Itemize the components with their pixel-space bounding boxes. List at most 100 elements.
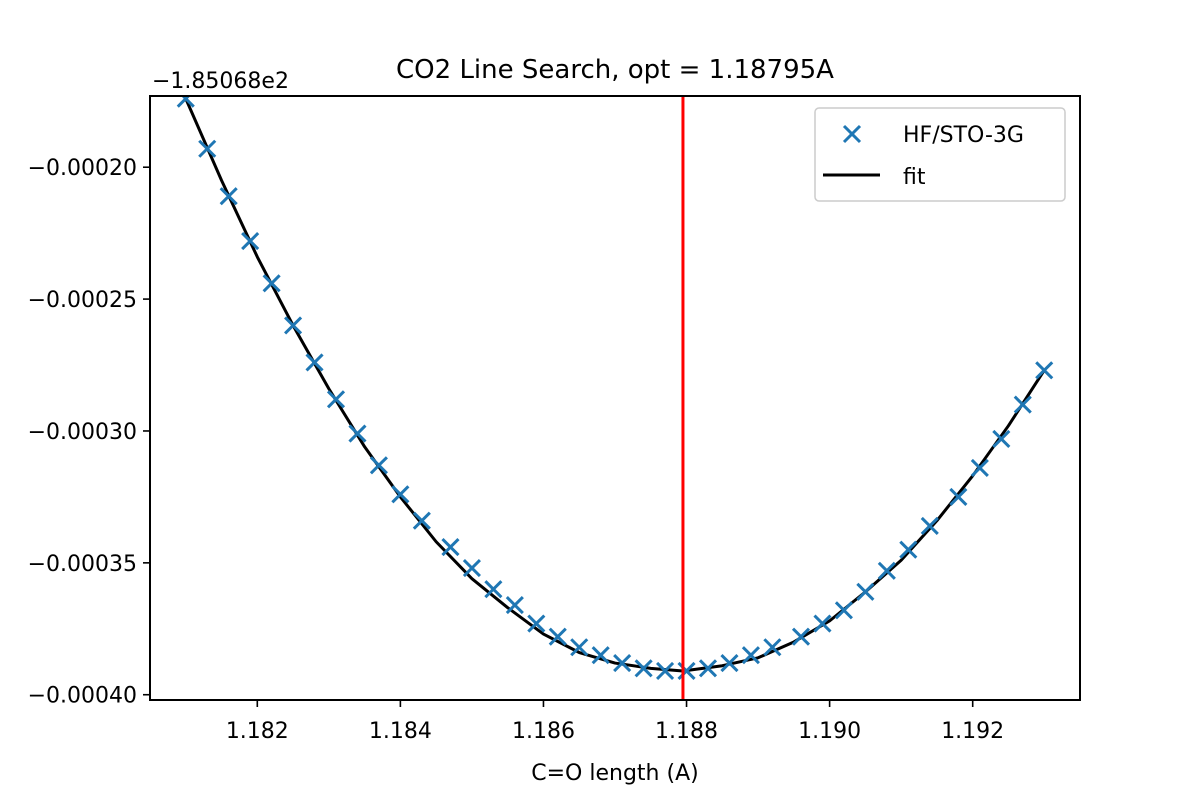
data-point-stroke [877, 561, 896, 580]
data-point-stroke [348, 424, 367, 443]
data-point [720, 654, 739, 673]
y-tick-label: −0.00040 [28, 684, 137, 709]
data-point-stroke [720, 654, 739, 673]
data-point [241, 232, 260, 251]
data-point-stroke [369, 456, 388, 475]
data-point-stroke [591, 646, 610, 665]
x-tick-label: 1.184 [369, 719, 432, 744]
plot-area: 1.182 1.184 1.186 1.188 1.190 1.192 −0.00020 −0… [28, 95, 1081, 744]
fit-line [184, 98, 1046, 673]
data-point-stroke [791, 627, 811, 646]
data-point-stroke [262, 274, 281, 293]
data-point [505, 595, 524, 615]
data-point-stroke [1035, 361, 1054, 380]
data-point [412, 511, 431, 530]
data-point-stroke [1013, 395, 1032, 414]
y-tick-label: −0.00025 [28, 288, 137, 313]
data-point-stroke [613, 654, 632, 673]
data-point [391, 485, 410, 504]
legend-marker-stroke [842, 124, 862, 144]
data-point-stroke [527, 614, 546, 633]
data-point-stroke [284, 316, 303, 335]
data-point-stroke [949, 487, 968, 506]
data-point [284, 316, 303, 335]
data-point-stroke [198, 139, 217, 158]
data-point [899, 540, 918, 559]
data-point [1013, 395, 1032, 414]
legend-scatter-marker [842, 124, 862, 144]
data-point [219, 187, 238, 206]
x-tick-label: 1.188 [655, 719, 718, 744]
data-point [570, 638, 589, 657]
data-point-stroke [813, 614, 832, 633]
legend: HF/STO-3G fit [814, 107, 1066, 202]
data-point-stroke [241, 232, 260, 251]
x-tick-label: 1.182 [226, 719, 289, 744]
data-point-stroke [741, 646, 760, 665]
data-point-stroke [970, 458, 989, 477]
y-offset-label: −1.85068e2 [152, 69, 289, 94]
x-tick-label: 1.186 [512, 719, 575, 744]
data-point-stroke [462, 559, 481, 578]
data-point-stroke [834, 601, 853, 620]
data-point-stroke [656, 661, 675, 681]
data-point-stroke [391, 485, 410, 504]
data-point-stroke [412, 511, 431, 530]
data-point-stroke [505, 595, 524, 615]
data-point [656, 661, 675, 681]
data-point-stroke [634, 659, 653, 678]
data-point [326, 390, 346, 409]
data-point [441, 537, 460, 557]
data-point-stroke [326, 390, 346, 409]
data-point [677, 661, 696, 681]
data-point [484, 580, 503, 599]
data-point [763, 638, 782, 657]
data-point [970, 458, 989, 477]
data-point-stroke [219, 187, 238, 206]
data-point [348, 424, 367, 443]
data-point-stroke [570, 638, 589, 657]
data-point-stroke [677, 661, 696, 681]
data-point [548, 627, 567, 646]
x-tick-label: 1.190 [798, 719, 861, 744]
data-point [176, 96, 195, 108]
data-point [527, 614, 546, 633]
plot-frame [149, 95, 1081, 701]
data-point-stroke [484, 580, 503, 599]
data-point-stroke [992, 429, 1011, 448]
y-tick-label: −0.00030 [28, 420, 137, 445]
data-point [462, 559, 481, 578]
x-tick-label: 1.192 [941, 719, 1004, 744]
data-point [741, 646, 760, 665]
data-point-stroke [176, 96, 191, 108]
y-tick-label: −0.00020 [28, 156, 137, 181]
chart-title: CO2 Line Search, opt = 1.18795A [396, 55, 834, 85]
data-point [262, 274, 281, 293]
data-point-stroke [698, 659, 718, 678]
data-point-stroke [305, 353, 324, 372]
data-point [198, 139, 217, 158]
data-point [813, 614, 832, 633]
legend-frame [814, 107, 1066, 202]
x-axis-label: C=O length (A) [531, 761, 698, 786]
legend-label-fit: fit [903, 165, 926, 190]
data-point [834, 601, 853, 620]
data-point-stroke [763, 638, 782, 657]
data-point [698, 659, 718, 678]
data-point [791, 627, 811, 646]
y-tick-label: −0.00035 [28, 552, 137, 577]
legend-label-scatter: HF/STO-3G [903, 123, 1024, 148]
data-point [877, 561, 896, 580]
data-point [634, 659, 653, 678]
data-point [613, 654, 632, 673]
data-point-stroke [899, 540, 918, 559]
data-point [305, 353, 324, 372]
data-point [1035, 361, 1054, 380]
data-point-stroke [920, 516, 939, 535]
data-point [369, 456, 388, 475]
data-point [949, 487, 968, 506]
data-point-stroke [548, 627, 567, 646]
data-point-stroke [441, 537, 460, 557]
data-point [992, 429, 1011, 448]
